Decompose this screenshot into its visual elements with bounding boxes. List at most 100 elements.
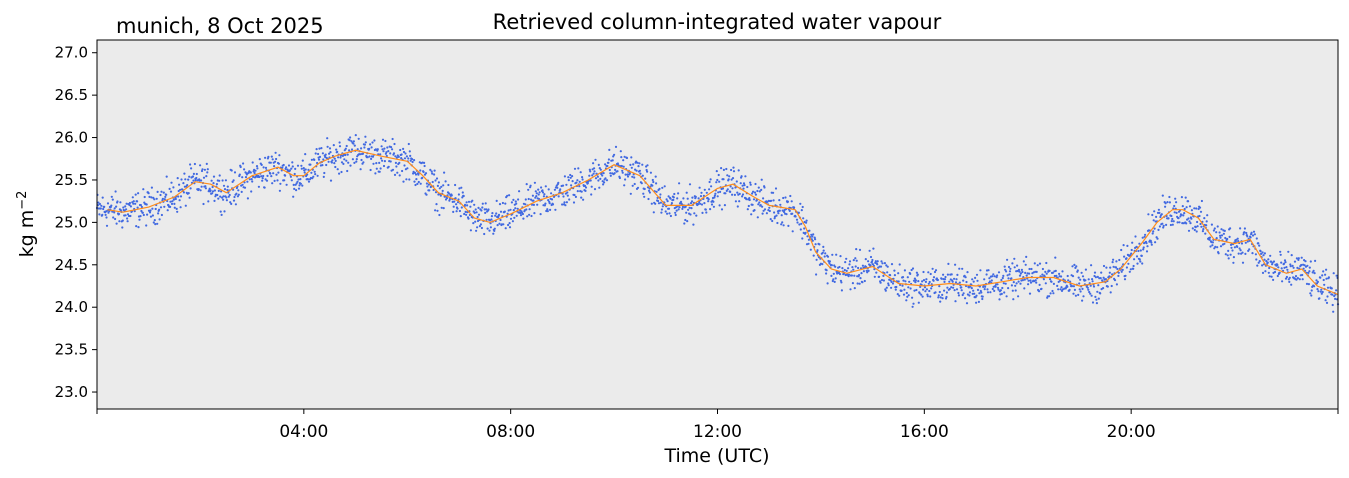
scatter-point (338, 172, 341, 175)
scatter-point (965, 302, 969, 305)
scatter-point (831, 279, 834, 283)
scatter-point (415, 178, 418, 181)
scatter-point (828, 262, 831, 265)
scatter-point (140, 209, 143, 213)
scatter-point (345, 144, 348, 148)
scatter-point (349, 136, 352, 139)
scatter-point (338, 145, 342, 148)
scatter-point (313, 158, 316, 161)
scatter-point (861, 281, 864, 284)
scatter-point (996, 283, 999, 286)
scatter-point (507, 223, 510, 227)
scatter-point (386, 146, 389, 149)
scatter-point (751, 203, 754, 206)
scatter-point (867, 269, 870, 272)
scatter-point (233, 195, 236, 199)
scatter-point (1330, 287, 1333, 290)
scatter-point (215, 183, 218, 186)
scatter-point (160, 213, 163, 217)
scatter-point (267, 155, 270, 158)
scatter-point (638, 169, 642, 172)
scatter-point (972, 280, 975, 283)
scatter-point (643, 187, 646, 191)
scatter-point (183, 172, 186, 175)
scatter-point (1162, 224, 1165, 227)
scatter-point (318, 147, 321, 150)
scatter-point (640, 182, 643, 185)
scatter-point (264, 166, 268, 169)
scatter-point (674, 213, 677, 217)
scatter-point (818, 243, 821, 246)
scatter-point (872, 247, 875, 250)
scatter-point (221, 196, 224, 199)
scatter-point (458, 209, 461, 213)
scatter-point (722, 178, 725, 181)
scatter-point (641, 163, 644, 166)
scatter-point (1248, 248, 1251, 251)
scatter-point (488, 229, 491, 232)
scatter-point (722, 168, 726, 171)
scatter-point (1313, 285, 1316, 288)
scatter-point (807, 238, 811, 241)
scatter-point (1097, 284, 1100, 287)
scatter-point (752, 198, 756, 201)
scatter-point (1023, 287, 1026, 290)
scatter-point (748, 198, 751, 202)
scatter-point (218, 174, 221, 177)
scatter-point (1295, 278, 1298, 281)
scatter-point (1137, 249, 1140, 253)
scatter-point (1023, 278, 1026, 281)
scatter-point (460, 186, 463, 189)
scatter-point (981, 295, 984, 298)
scatter-point (693, 212, 696, 215)
scatter-point (556, 186, 559, 189)
scatter-point (239, 165, 242, 169)
scatter-point (807, 242, 810, 245)
scatter-point (270, 175, 273, 178)
scatter-point (1087, 278, 1090, 281)
scatter-point (917, 301, 920, 304)
scatter-point (1188, 220, 1191, 223)
scatter-point (896, 293, 899, 296)
y-tick-label: 25.5 (55, 171, 88, 189)
scatter-point (218, 179, 221, 182)
scatter-point (158, 218, 161, 221)
scatter-point (541, 191, 545, 194)
scatter-point (544, 185, 547, 188)
scatter-point (1280, 267, 1283, 270)
scatter-point (391, 137, 394, 141)
scatter-point (169, 190, 173, 193)
scatter-point (537, 188, 540, 191)
scatter-point (165, 193, 168, 196)
scatter-point (408, 178, 411, 181)
scatter-point (1172, 207, 1175, 210)
scatter-point (916, 273, 919, 276)
scatter-point (1285, 275, 1288, 279)
scatter-point (599, 177, 602, 180)
scatter-point (1070, 285, 1074, 288)
scatter-point (838, 273, 842, 276)
scatter-point (134, 193, 137, 196)
scatter-point (1284, 277, 1288, 280)
scatter-point (750, 213, 753, 216)
scatter-point (484, 211, 487, 214)
scatter-point (578, 185, 581, 188)
scatter-point (389, 160, 392, 163)
scatter-point (216, 193, 219, 197)
y-tick-label: 23.0 (55, 383, 88, 401)
scatter-point (629, 192, 632, 195)
scatter-point (519, 214, 523, 217)
scatter-point (1158, 211, 1161, 214)
scatter-point (1190, 209, 1193, 212)
scatter-point (840, 289, 844, 292)
scatter-point (169, 200, 172, 203)
scatter-point (368, 147, 371, 150)
scatter-point (469, 229, 472, 232)
scatter-point (672, 198, 675, 201)
scatter-point (504, 227, 507, 230)
scatter-point (622, 165, 625, 168)
scatter-point (417, 173, 420, 176)
scatter-point (999, 289, 1003, 292)
scatter-point (886, 271, 889, 274)
scatter-point (499, 218, 502, 222)
